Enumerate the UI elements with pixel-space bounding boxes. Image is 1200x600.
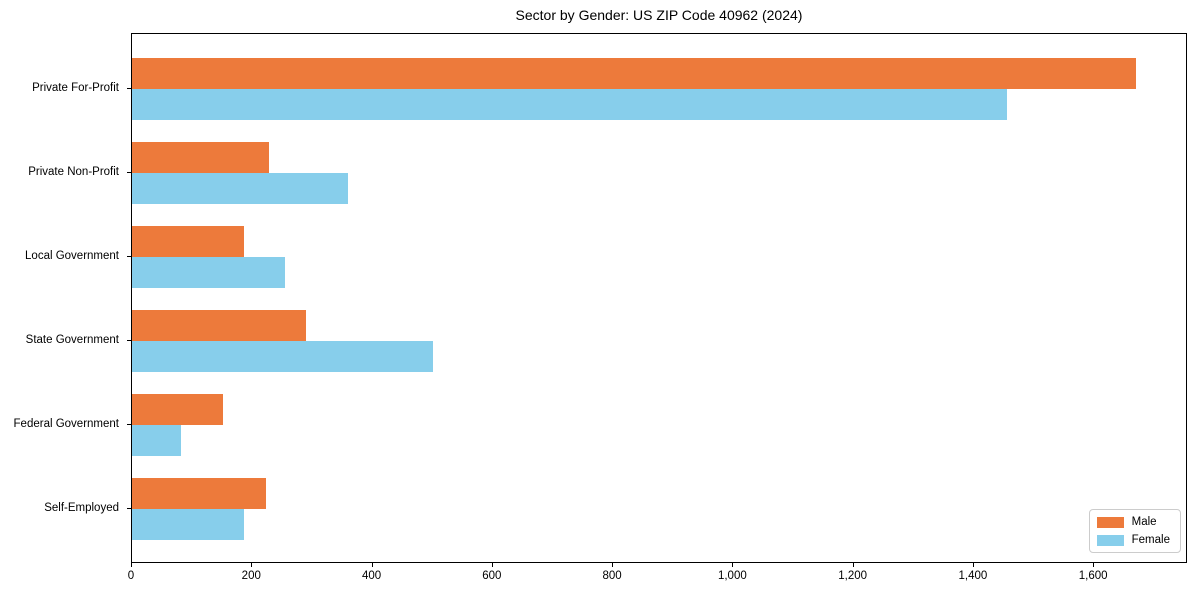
legend-item: Male bbox=[1096, 516, 1170, 528]
y-axis-tick bbox=[127, 172, 131, 173]
bar-male bbox=[132, 310, 306, 341]
legend-item: Female bbox=[1096, 534, 1170, 546]
bar-female bbox=[132, 509, 245, 540]
y-axis-tick bbox=[127, 88, 131, 89]
bar-female bbox=[132, 89, 1007, 120]
x-axis-tick-label: 800 bbox=[602, 570, 622, 582]
bar-male bbox=[132, 394, 223, 425]
legend: Male Female bbox=[1088, 509, 1181, 553]
bar-female bbox=[132, 173, 348, 204]
legend-swatch-male bbox=[1096, 516, 1124, 528]
y-axis-tick bbox=[127, 340, 131, 341]
x-axis-tick bbox=[732, 563, 734, 567]
x-axis-tick-label: 1,000 bbox=[717, 570, 747, 582]
y-axis-category-label: Self-Employed bbox=[44, 502, 119, 514]
x-axis-tick-label: 0 bbox=[127, 570, 135, 582]
bar-female bbox=[132, 341, 434, 372]
x-axis-tick bbox=[251, 563, 253, 567]
bar-female bbox=[132, 257, 286, 288]
bar-male bbox=[132, 142, 269, 173]
chart-title: Sector by Gender: US ZIP Code 40962 (202… bbox=[515, 7, 803, 23]
x-axis-tick-label: 1,600 bbox=[1078, 570, 1108, 582]
plot-area bbox=[131, 33, 1187, 563]
x-axis-tick-label: 1,400 bbox=[958, 570, 988, 582]
x-axis-tick-label: 400 bbox=[361, 570, 382, 582]
x-axis-tick-label: 1,200 bbox=[838, 570, 868, 582]
x-axis-tick bbox=[131, 563, 132, 567]
x-axis-tick bbox=[371, 563, 373, 567]
x-axis-tick bbox=[972, 563, 974, 567]
y-axis-category-label: Local Government bbox=[25, 250, 119, 262]
y-axis-category-label: Federal Government bbox=[13, 418, 119, 430]
legend-swatch-female bbox=[1096, 534, 1124, 546]
legend-label: Female bbox=[1131, 534, 1170, 546]
x-axis-tick bbox=[491, 563, 493, 567]
x-axis-tick bbox=[852, 563, 854, 567]
x-axis-tick-label: 200 bbox=[241, 570, 261, 582]
y-axis-tick bbox=[127, 508, 131, 509]
y-axis-category-label: Private For-Profit bbox=[32, 82, 119, 94]
legend-label: Male bbox=[1131, 516, 1157, 528]
bar-female bbox=[132, 425, 182, 456]
y-axis-category-label: Private Non-Profit bbox=[28, 166, 119, 178]
bar-male bbox=[132, 226, 245, 257]
bar-male bbox=[132, 58, 1137, 89]
x-axis-tick-label: 600 bbox=[482, 570, 502, 582]
y-axis-category-label: State Government bbox=[25, 334, 119, 346]
bar-male bbox=[132, 478, 267, 509]
y-axis-tick bbox=[127, 256, 131, 257]
y-axis-tick bbox=[127, 424, 131, 425]
x-axis-tick bbox=[612, 563, 614, 567]
x-axis-tick bbox=[1093, 563, 1095, 567]
